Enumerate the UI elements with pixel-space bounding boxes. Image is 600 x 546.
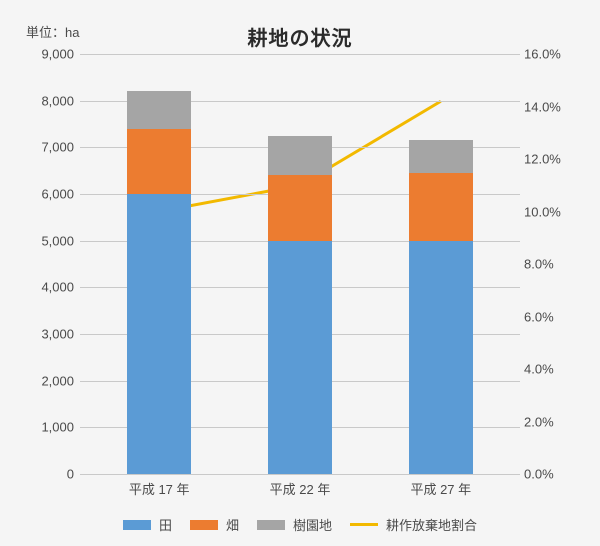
ytick-right: 2.0%: [524, 414, 576, 429]
plot-area: 01,0002,0003,0004,0005,0006,0007,0008,00…: [80, 54, 520, 474]
legend-swatch-hata: [190, 520, 218, 530]
ytick-left: 7,000: [24, 140, 74, 155]
ytick-left: 2,000: [24, 373, 74, 388]
legend-label-juenchi: 樹園地: [293, 515, 332, 534]
x-category-label: 平成 27 年: [381, 479, 501, 498]
unit-label: 単位：ha: [26, 22, 79, 41]
ytick-right: 6.0%: [524, 309, 576, 324]
legend-swatch-line: [350, 523, 378, 526]
ytick-right: 16.0%: [524, 47, 576, 62]
x-category-label: 平成 22 年: [240, 479, 360, 498]
legend-swatch-juenchi: [257, 520, 285, 530]
legend: 田 畑 樹園地 耕作放棄地割合: [26, 515, 574, 534]
gridline: [80, 54, 520, 55]
bar-segment-juenchi: [268, 136, 332, 176]
bar-segment-ta: [409, 241, 473, 474]
ytick-left: 6,000: [24, 187, 74, 202]
ytick-right: 14.0%: [524, 99, 576, 114]
ytick-right: 4.0%: [524, 362, 576, 377]
legend-item-line: 耕作放棄地割合: [350, 515, 477, 534]
x-category-label: 平成 17 年: [99, 479, 219, 498]
bar-segment-juenchi: [127, 91, 191, 128]
bar-segment-juenchi: [409, 140, 473, 173]
legend-label-ta: 田: [159, 515, 172, 534]
legend-item-juenchi: 樹園地: [257, 515, 332, 534]
legend-item-hata: 畑: [190, 515, 239, 534]
legend-swatch-ta: [123, 520, 151, 530]
ytick-right: 12.0%: [524, 152, 576, 167]
legend-label-line: 耕作放棄地割合: [386, 515, 477, 534]
gridline: [80, 474, 520, 475]
ytick-right: 10.0%: [524, 204, 576, 219]
ytick-left: 9,000: [24, 47, 74, 62]
ytick-right: 0.0%: [524, 467, 576, 482]
bar-segment-ta: [268, 241, 332, 474]
ytick-left: 5,000: [24, 233, 74, 248]
ytick-left: 8,000: [24, 93, 74, 108]
bar-segment-hata: [409, 173, 473, 241]
legend-item-ta: 田: [123, 515, 172, 534]
ytick-left: 4,000: [24, 280, 74, 295]
ytick-left: 3,000: [24, 327, 74, 342]
chart-container: 単位：ha 耕地の状況 01,0002,0003,0004,0005,0006,…: [0, 0, 600, 546]
legend-label-hata: 畑: [226, 515, 239, 534]
ytick-left: 1,000: [24, 420, 74, 435]
ytick-right: 8.0%: [524, 257, 576, 272]
ytick-left: 0: [24, 467, 74, 482]
chart-title: 耕地の状況: [26, 18, 574, 51]
bar-segment-hata: [127, 129, 191, 194]
bar-segment-hata: [268, 175, 332, 240]
bar-segment-ta: [127, 194, 191, 474]
